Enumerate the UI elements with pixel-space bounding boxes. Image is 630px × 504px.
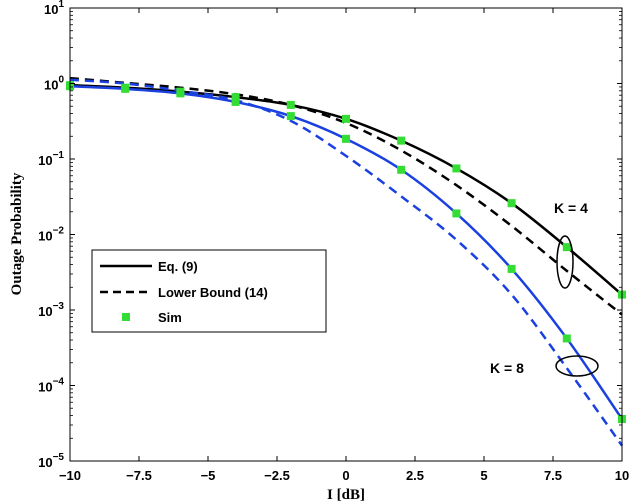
k8-annotation: K = 8: [490, 355, 599, 377]
x-tick-label: −7.5: [126, 468, 152, 483]
x-tick-label: 7.5: [544, 468, 562, 483]
k8-lower-bound-line: [69, 78, 624, 447]
sim-marker: [397, 136, 406, 145]
x-tick-label: 0: [342, 468, 349, 483]
y-tick-label: 10−2: [38, 226, 64, 244]
sim-marker: [176, 89, 185, 98]
y-tick-label: 100: [44, 75, 64, 93]
sim-marker: [507, 199, 516, 208]
legend-label-lower-bound: Lower Bound (14): [158, 285, 268, 300]
sim-marker: [121, 84, 130, 93]
sim-marker: [342, 134, 350, 143]
y-tick-label: 10−4: [38, 377, 64, 395]
sim-marker: [286, 100, 295, 109]
k8-ellipse: [555, 355, 599, 377]
sim-marker: [452, 164, 461, 173]
sim-marker: [562, 243, 571, 252]
x-tick-label: −2.5: [264, 468, 290, 483]
k4-ellipse: [556, 235, 574, 289]
x-tick-label: −5: [201, 468, 216, 483]
x-tick-label: 2.5: [406, 468, 424, 483]
sim-marker: [507, 264, 516, 273]
sim-marker: [452, 209, 461, 218]
k8-eq9-line: [69, 84, 624, 420]
sim-marker: [231, 97, 240, 106]
sim-marker: [231, 93, 240, 102]
sim-marker: [286, 112, 295, 121]
k4-label: K = 4: [554, 200, 588, 216]
plot-area: [70, 8, 622, 461]
legend-sim-marker: [122, 313, 130, 321]
x-tick-label: 5: [480, 468, 487, 483]
sim-marker: [397, 165, 406, 174]
y-tick-label: 10−5: [38, 452, 64, 470]
k4-lower-bound-line: [69, 76, 623, 316]
k8-label: K = 8: [490, 360, 524, 376]
legend: Eq. (9) Lower Bound (14) Sim: [91, 249, 327, 333]
y-tick-label: 10−1: [38, 150, 64, 168]
k4-annotation: K = 4: [554, 200, 588, 289]
tick-layer: −10 −7.5 −5 −2.5 0 2.5 5 7.5 10 10−5 10−4 10−3 10−2 1…: [38, 0, 629, 483]
sim-marker: [562, 334, 571, 343]
legend-label-eq9: Eq. (9): [158, 259, 198, 274]
y-tick-label: 10−3: [38, 301, 64, 319]
x-tick-label: −10: [59, 468, 81, 483]
sim-marker: [342, 114, 350, 123]
x-tick-label: 10: [615, 468, 629, 483]
x-axis-title: I [dB]: [327, 487, 365, 503]
legend-label-sim: Sim: [158, 310, 182, 325]
y-tick-label: 101: [44, 0, 64, 17]
y-axis-title: Outage Probability: [9, 172, 25, 295]
